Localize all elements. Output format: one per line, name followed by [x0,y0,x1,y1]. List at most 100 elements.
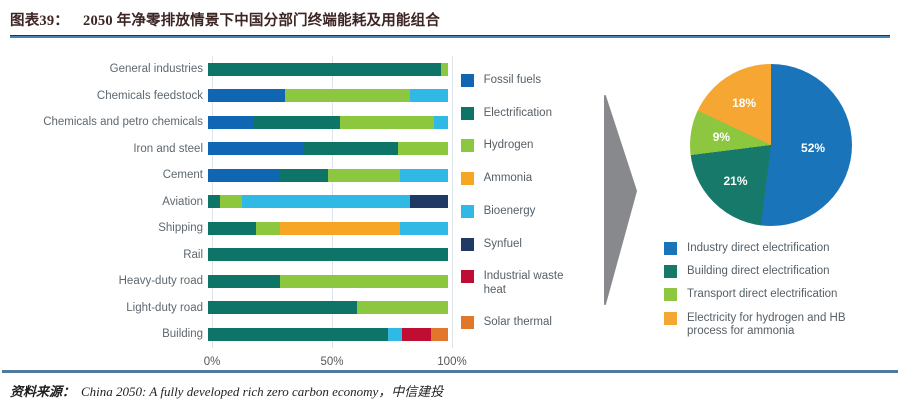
building-direct-electrification-swatch [664,265,677,279]
pie-section: 52% 21% 9% 18% Industry direct electrificat… [646,44,896,372]
bar-segment-bioenergy [433,115,448,129]
source-citation: China 2050: A fully developed rich zero … [81,384,444,399]
bar-row-chemicals-feedstock: Chemicals feedstock [4,83,455,110]
legend-item-ammonia: Ammonia [460,172,601,186]
synfuel-swatch [460,237,474,251]
bar-row-building: Building [4,321,455,348]
figure-header: 图表39： 2050 年净零排放情景下中国分部门终端能耗及用能组合 [0,0,900,38]
bar-segment-hydrogen [256,221,280,235]
pie-legend-item-industry-direct-electrification: Industry direct electrification [664,242,896,255]
x-tick-100: 100% [437,355,467,368]
legend-label: Transport direct electrification [687,288,838,301]
legend-label: Electricity for hydrogen and HB process … [687,311,846,337]
bar-segment-hydrogen [397,142,448,156]
pie-slice-label-industry-direct-electrification: 52% [801,140,826,155]
bar-row-iron-and-steel: Iron and steel [4,136,455,163]
bar-category-label: Heavy-duty road [118,275,203,288]
bar-segment-ammonia [280,221,400,235]
bar-track [208,221,448,235]
bar-track [208,248,448,262]
electrification-swatch [460,106,474,120]
bar-segment-electrification [208,195,220,209]
legend-label: Industrial waste heat [483,270,564,296]
bar-legend: Fossil fuels Electrification Hydrogen Ammon… [460,44,601,372]
pie-legend-item-electricity-for-hydrogen-and-hb-process-for-ammonia: Electricity for hydrogen and HB process … [664,311,896,338]
right-arrow-icon [604,95,638,305]
legend-item-electrification: Electrification [460,106,601,120]
pie-slice-label-electricity-for-hydrogen-and-hb-process-for-ammonia: 18% [732,95,757,110]
bar-segment-electrification [208,248,448,262]
arrow-column [600,44,646,372]
bar-track [208,89,448,103]
solar-thermal-swatch [460,316,474,330]
bar-category-label: Building [162,328,203,341]
bar-segment-electrification [208,301,357,315]
bar-segment-synfuel [409,195,448,209]
bar-segment-hydrogen [328,168,400,182]
bar-category-label: Cement [162,169,203,182]
bar-segment-electrification [208,62,441,76]
bar-track [208,115,448,129]
legend-item-synfuel: Synfuel [460,237,601,251]
bar-segment-electrification [304,142,398,156]
ammonia-swatch [460,172,474,186]
bar-segment-hydrogen [440,62,448,76]
bar-segment-bioenergy [400,221,448,235]
bar-row-cement: Cement [4,162,455,189]
bar-segment-electrification [208,274,280,288]
bar-segment-solar-thermal [431,327,448,341]
legend-item-hydrogen: Hydrogen [460,139,601,153]
bar-category-label: Chemicals and petro chemicals [43,116,203,129]
legend-label: Solar thermal [483,316,552,329]
bar-segment-bioenergy [409,89,448,103]
bioenergy-swatch [460,204,474,218]
legend-label: Fossil fuels [483,74,542,86]
source-text: 资料来源： China 2050: A fully developed rich … [0,373,900,410]
legend-label: Synfuel [483,237,522,250]
transport-direct-electrification-swatch [664,288,677,302]
source-row: 资料来源： China 2050: A fully developed rich … [0,370,900,410]
figure-title-text: 2050 年净零排放情景下中国分部门终端能耗及用能组合 [83,13,441,29]
bar-segment-hydrogen [339,115,434,129]
legend-item-bioenergy: Bioenergy [460,204,601,218]
gridline-100 [452,56,453,348]
bar-segment-hydrogen [280,274,448,288]
legend-item-industrial-waste-heat: Industrial waste heat [460,270,601,296]
bar-rows: General industries Chemicals feedstock Che… [4,56,455,348]
bar-category-label: Iron and steel [133,142,203,155]
pie-legend: Industry direct electrification Building … [664,242,896,338]
bar-segment-bioenergy [388,327,403,341]
electricity-for-hydrogen-and-hb-process-for-ammonia-swatch [664,311,677,325]
bar-segment-industrial-waste-heat [402,327,432,341]
bar-row-shipping: Shipping [4,215,455,242]
legend-label: Bioenergy [483,204,536,217]
x-tick-50: 50% [320,355,344,368]
pie-legend-item-transport-direct-electrification: Transport direct electrification [664,288,896,302]
bar-row-aviation: Aviation [4,189,455,216]
bar-segment-electrification [208,221,256,235]
source-divider [2,370,898,373]
x-tick-0: 0% [203,355,221,368]
bar-row-chemicals-and-petro-chemicals: Chemicals and petro chemicals [4,109,455,136]
industry-direct-electrification-swatch [664,242,677,255]
pie-slice-label-transport-direct-electrification: 9% [712,130,731,145]
bar-segment-electrification [280,168,328,182]
fossil-fuels-swatch [460,74,474,87]
pie-slice-label-building-direct-electrification: 21% [723,173,748,188]
bar-track [208,62,448,76]
pie-chart: 52% 21% 9% 18% [690,64,852,226]
bar-segment-electrification [253,115,340,129]
bar-segment-hydrogen [220,195,242,209]
bar-row-rail: Rail [4,242,455,269]
legend-label: Hydrogen [483,139,534,152]
industrial-waste-heat-swatch [460,270,474,284]
bar-segment-hydrogen [284,89,410,103]
bar-segment-electrification [208,327,388,341]
bar-track [208,274,448,288]
bar-category-label: Rail [183,248,203,261]
legend-item-solar-thermal: Solar thermal [460,316,601,330]
bar-row-general-industries: General industries [4,56,455,83]
bar-segment-fossil-fuels [208,142,304,156]
pie-legend-item-building-direct-electrification: Building direct electrification [664,265,896,279]
